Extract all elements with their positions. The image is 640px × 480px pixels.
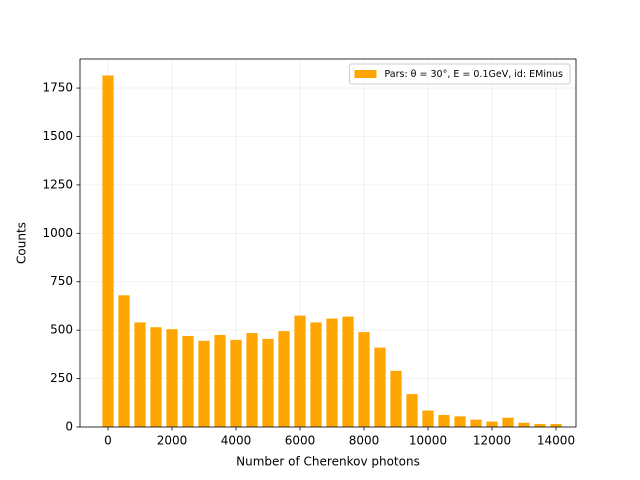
x-tick-label: 2000 [157, 434, 188, 448]
bar [534, 424, 546, 427]
bar [422, 410, 434, 427]
bar [118, 295, 130, 427]
bar [166, 329, 178, 427]
bar [374, 347, 386, 427]
plot-frame [79, 58, 577, 428]
bar [102, 75, 114, 427]
bar [150, 327, 162, 427]
y-tick-label: 250 [50, 371, 73, 385]
bar [502, 417, 514, 427]
bar [470, 419, 482, 427]
y-tick-label: 1750 [42, 81, 73, 95]
y-tick-label: 1000 [42, 226, 73, 240]
x-tick-label: 14000 [537, 434, 575, 448]
bar [342, 316, 354, 427]
bar [550, 424, 562, 427]
bar [134, 322, 146, 427]
bar [310, 322, 322, 427]
bar [278, 331, 290, 427]
x-tick-label: 4000 [221, 434, 252, 448]
x-tick-label: 0 [104, 434, 112, 448]
x-tick-label: 12000 [473, 434, 511, 448]
bar [294, 315, 306, 427]
bar [454, 416, 466, 427]
bar [390, 370, 402, 427]
bar [262, 338, 274, 427]
y-tick-label: 750 [50, 274, 73, 288]
legend-frame [348, 63, 571, 85]
bar [486, 421, 498, 427]
x-tick-label: 10000 [409, 434, 447, 448]
x-axis-label: Number of Cherenkov photons [236, 455, 420, 469]
bar [406, 394, 418, 427]
y-tick-label: 1250 [42, 177, 73, 191]
bar [518, 422, 530, 427]
bar [198, 340, 210, 427]
y-tick-label: 1500 [42, 129, 73, 143]
x-tick-label: 6000 [285, 434, 316, 448]
bar [182, 335, 194, 427]
bar [358, 332, 370, 427]
legend-label: Pars: θ = 30°, E = 0.1GeV, id: EMinus [384, 69, 563, 80]
x-tick-label: 8000 [349, 434, 380, 448]
bar [438, 414, 450, 427]
bar [246, 333, 258, 427]
legend-swatch [354, 70, 377, 78]
bar [230, 339, 242, 427]
bar [214, 335, 226, 427]
y-tick-label: 500 [50, 323, 73, 337]
bar [326, 318, 338, 427]
y-axis-label: Counts [15, 222, 29, 264]
y-tick-label: 0 [65, 420, 73, 434]
